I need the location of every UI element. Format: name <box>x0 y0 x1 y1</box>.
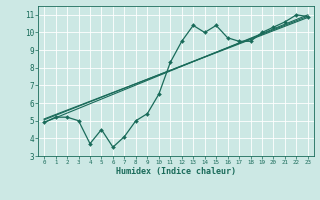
X-axis label: Humidex (Indice chaleur): Humidex (Indice chaleur) <box>116 167 236 176</box>
